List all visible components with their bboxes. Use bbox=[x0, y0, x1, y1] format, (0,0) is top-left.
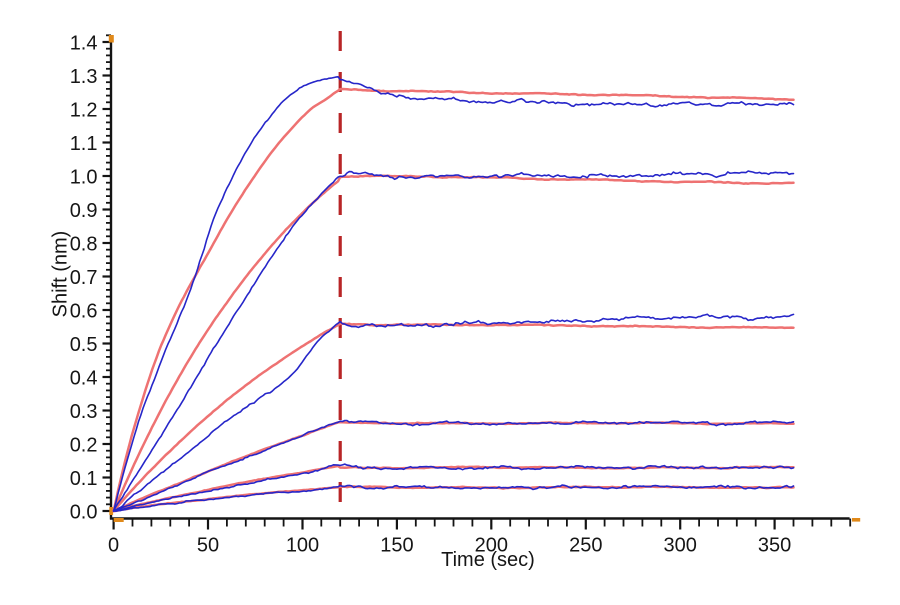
svg-text:1.3: 1.3 bbox=[70, 66, 98, 88]
svg-text:250: 250 bbox=[569, 534, 602, 556]
svg-text:0.9: 0.9 bbox=[70, 200, 98, 222]
svg-text:1.1: 1.1 bbox=[70, 133, 98, 155]
svg-text:0.2: 0.2 bbox=[70, 434, 98, 456]
svg-text:Shift (nm): Shift (nm) bbox=[50, 231, 72, 318]
svg-text:0.6: 0.6 bbox=[70, 300, 98, 322]
svg-text:1.4: 1.4 bbox=[70, 32, 98, 54]
svg-text:0.7: 0.7 bbox=[70, 267, 98, 289]
svg-text:200: 200 bbox=[475, 534, 508, 556]
svg-text:0.8: 0.8 bbox=[70, 233, 98, 255]
svg-text:0: 0 bbox=[108, 534, 119, 556]
svg-text:0.0: 0.0 bbox=[70, 501, 98, 523]
svg-text:350: 350 bbox=[758, 534, 791, 556]
svg-text:100: 100 bbox=[286, 534, 319, 556]
svg-text:50: 50 bbox=[197, 534, 219, 556]
svg-text:0.4: 0.4 bbox=[70, 367, 98, 389]
svg-text:0.5: 0.5 bbox=[70, 334, 98, 356]
svg-text:1.0: 1.0 bbox=[70, 166, 98, 188]
svg-text:0.1: 0.1 bbox=[70, 468, 98, 490]
svg-text:1.2: 1.2 bbox=[70, 99, 98, 121]
svg-text:300: 300 bbox=[664, 534, 697, 556]
svg-text:0.3: 0.3 bbox=[70, 401, 98, 423]
svg-text:150: 150 bbox=[380, 534, 413, 556]
svg-text:Time (sec): Time (sec) bbox=[441, 549, 535, 571]
